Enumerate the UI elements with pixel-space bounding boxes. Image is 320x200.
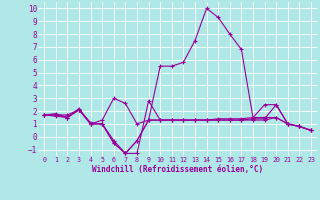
- X-axis label: Windchill (Refroidissement éolien,°C): Windchill (Refroidissement éolien,°C): [92, 165, 263, 174]
